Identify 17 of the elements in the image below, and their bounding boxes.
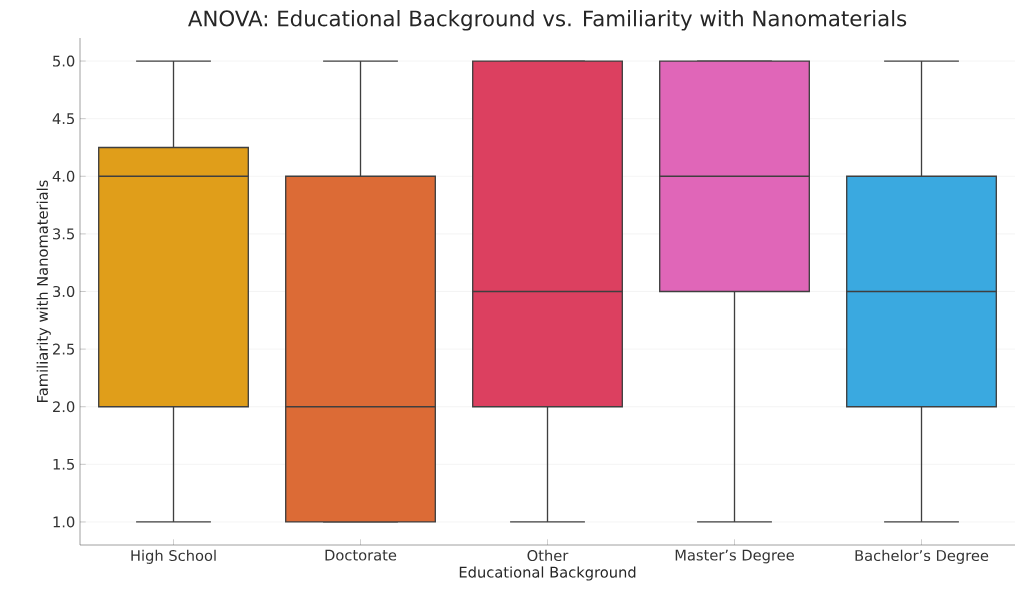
- x-tick-label: Doctorate: [325, 549, 397, 561]
- x-tick-label: High School: [131, 549, 216, 564]
- y-tick-label: 3.5: [53, 228, 75, 240]
- y-tick-label: 4.5: [52, 113, 75, 125]
- y-tick-label: 1.0: [53, 516, 75, 528]
- x-tick-label: Master’s Degree: [675, 549, 794, 564]
- y-tick-label: 1.5: [53, 458, 75, 470]
- y-axis-title: Familiarity with Nanomaterials: [36, 180, 51, 402]
- y-tick-label: 2.5: [53, 343, 75, 355]
- x-tick-label: Bachelor’s Degree: [855, 549, 989, 564]
- chart-title: ANOVA: Educational Background vs. Familiarity with Nanomaterials: [188, 9, 907, 31]
- y-tick-label: 5.0: [53, 55, 75, 67]
- y-tick-label: 4.0: [52, 170, 75, 182]
- x-axis-title: Educational Background: [459, 566, 636, 581]
- x-tick-label: Other: [527, 549, 569, 562]
- y-tick-label: 2.0: [53, 401, 75, 413]
- y-tick-label: 3.0: [53, 285, 75, 298]
